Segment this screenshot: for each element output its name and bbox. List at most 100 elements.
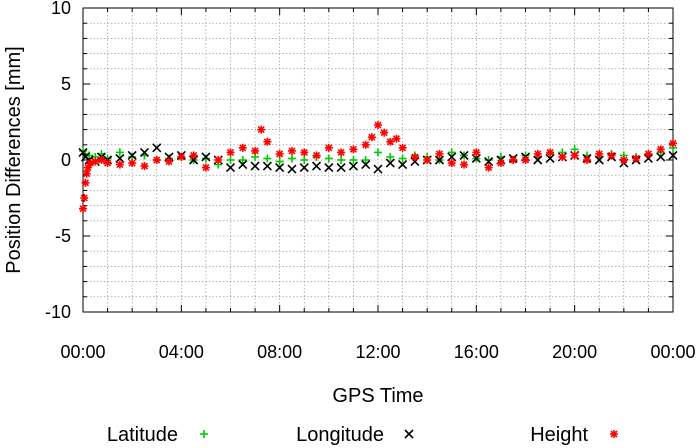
x-tick-labels: 00:00 04:00 08:00 12:00 16:00 20:00 00:00 bbox=[60, 342, 695, 362]
data-point bbox=[165, 157, 174, 166]
data-point bbox=[336, 163, 346, 173]
y-tick-label: 10 bbox=[51, 0, 71, 18]
data-point bbox=[361, 140, 370, 149]
data-point bbox=[398, 154, 407, 163]
data-point bbox=[201, 152, 211, 162]
data-point bbox=[619, 156, 628, 164]
data-point bbox=[140, 162, 149, 171]
data-point bbox=[103, 159, 112, 168]
legend-marker-latitude bbox=[200, 430, 208, 438]
data-point bbox=[257, 125, 266, 134]
x-tick-label: 00:00 bbox=[650, 342, 695, 362]
data-point bbox=[115, 153, 125, 164]
data-point bbox=[225, 163, 236, 173]
data-point bbox=[484, 156, 493, 164]
data-point bbox=[361, 159, 371, 170]
data-point bbox=[300, 156, 309, 164]
data-point bbox=[374, 148, 382, 157]
data-point bbox=[226, 156, 235, 164]
data-point bbox=[386, 137, 395, 146]
x-tick-label: 12:00 bbox=[355, 342, 400, 362]
axis-ticks bbox=[82, 7, 674, 313]
data-point bbox=[460, 160, 469, 169]
data-point bbox=[79, 204, 87, 213]
data-point bbox=[275, 163, 285, 173]
data-point bbox=[128, 159, 137, 168]
data-point bbox=[81, 178, 90, 187]
x-tick-label: 16:00 bbox=[454, 342, 499, 362]
data-point bbox=[484, 163, 493, 172]
data-point bbox=[337, 156, 346, 164]
data-point bbox=[496, 159, 505, 168]
data-point bbox=[152, 143, 162, 153]
data-point bbox=[275, 157, 284, 166]
data-point bbox=[324, 143, 333, 152]
data-point bbox=[91, 157, 100, 166]
data-point bbox=[238, 143, 247, 152]
data-point bbox=[367, 133, 376, 142]
data-point bbox=[287, 154, 296, 163]
data-point bbox=[78, 147, 88, 157]
data-point bbox=[669, 139, 677, 148]
data-point bbox=[214, 156, 223, 164]
data-point bbox=[349, 145, 358, 154]
data-point bbox=[82, 169, 91, 178]
data-point bbox=[201, 154, 210, 163]
data-point bbox=[127, 150, 137, 161]
legend: Latitude Longitude Height bbox=[107, 424, 618, 446]
legend-marker-height bbox=[610, 430, 618, 438]
data-point bbox=[386, 152, 395, 161]
data-point bbox=[398, 159, 408, 170]
data-point bbox=[484, 156, 494, 167]
data-point bbox=[177, 152, 186, 161]
data-point bbox=[668, 150, 678, 161]
data-point bbox=[582, 156, 591, 164]
legend-label-latitude: Latitude bbox=[107, 424, 178, 446]
data-point bbox=[139, 147, 150, 157]
data-point bbox=[80, 194, 89, 202]
data-point bbox=[558, 152, 567, 161]
data-point bbox=[447, 159, 456, 168]
data-point bbox=[509, 156, 518, 164]
data-point bbox=[262, 161, 272, 171]
legend-label-longitude: Longitude bbox=[296, 424, 384, 446]
data-point bbox=[459, 150, 469, 161]
data-point bbox=[392, 134, 401, 143]
data-point bbox=[251, 146, 260, 155]
data-point bbox=[644, 149, 653, 158]
data-point bbox=[595, 149, 604, 158]
x-tick-label: 00:00 bbox=[60, 342, 105, 362]
data-point bbox=[349, 156, 358, 164]
data-point bbox=[410, 152, 419, 161]
x-tick-label: 20:00 bbox=[552, 342, 597, 362]
data-point bbox=[115, 160, 124, 169]
data-point bbox=[299, 163, 309, 173]
data-point bbox=[361, 156, 370, 164]
data-point bbox=[447, 148, 456, 157]
data-point bbox=[263, 154, 272, 163]
y-tick-label: 0 bbox=[61, 150, 71, 170]
data-point bbox=[97, 156, 106, 164]
y-tick-labels: 10 5 0 -5 -10 bbox=[45, 0, 71, 322]
data-point bbox=[238, 159, 248, 170]
data-point bbox=[632, 154, 641, 163]
legend-label-height: Height bbox=[530, 424, 588, 446]
y-tick-label: -10 bbox=[45, 302, 71, 322]
data-point bbox=[423, 156, 432, 164]
data-point bbox=[546, 148, 555, 157]
data-point bbox=[312, 151, 321, 160]
data-point bbox=[238, 156, 247, 164]
data-point bbox=[607, 151, 616, 160]
data-point bbox=[521, 156, 530, 164]
data-point bbox=[300, 148, 309, 157]
legend-marker-longitude bbox=[404, 429, 414, 439]
y-axis-title: Position Differences [mm] bbox=[3, 46, 25, 274]
series-height bbox=[79, 121, 677, 213]
data-point bbox=[348, 161, 358, 171]
data-point bbox=[152, 156, 161, 164]
data-point bbox=[263, 137, 272, 146]
data-point bbox=[337, 148, 346, 157]
x-tick-label: 08:00 bbox=[257, 342, 302, 362]
y-tick-label: -5 bbox=[55, 226, 71, 246]
